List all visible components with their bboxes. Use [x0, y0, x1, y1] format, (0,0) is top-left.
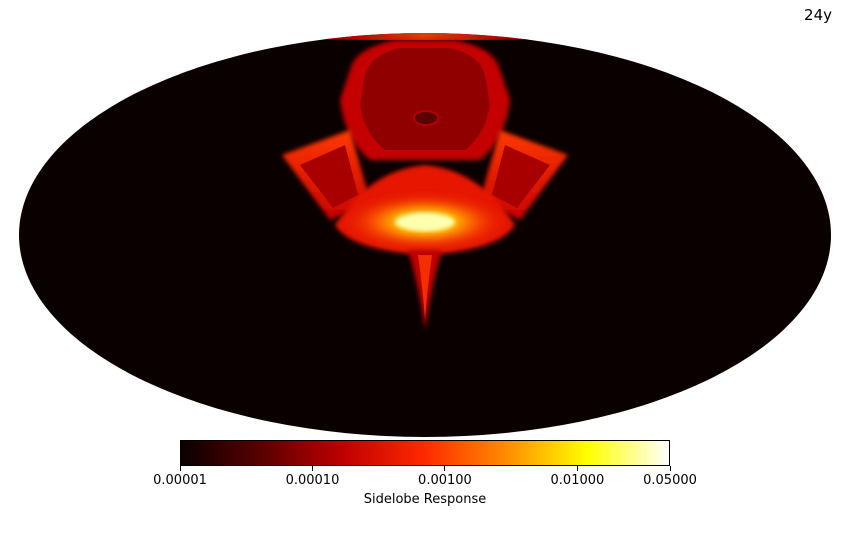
colorbar-title: Sidelobe Response	[363, 492, 487, 507]
colorbar-tick-label: 0.01000	[550, 473, 605, 488]
colorbar-tick-label: 0.00100	[418, 473, 472, 488]
colorbar-tick-mark	[669, 466, 671, 471]
sidelobe-pattern	[165, 33, 685, 330]
colorbar-tick-label: 0.00010	[285, 473, 340, 488]
colorbar-tick-label: 0.00001	[153, 473, 207, 488]
colorbar	[180, 440, 670, 466]
colorbar-tick-mark	[444, 466, 446, 471]
frequency-label: 24y	[804, 6, 832, 24]
colorbar-tick-mark	[576, 466, 578, 471]
colorbar-tick-mark	[311, 466, 313, 471]
colorbar-tick-mark	[179, 466, 181, 471]
colorbar-tick-label: 0.05000	[643, 473, 697, 488]
